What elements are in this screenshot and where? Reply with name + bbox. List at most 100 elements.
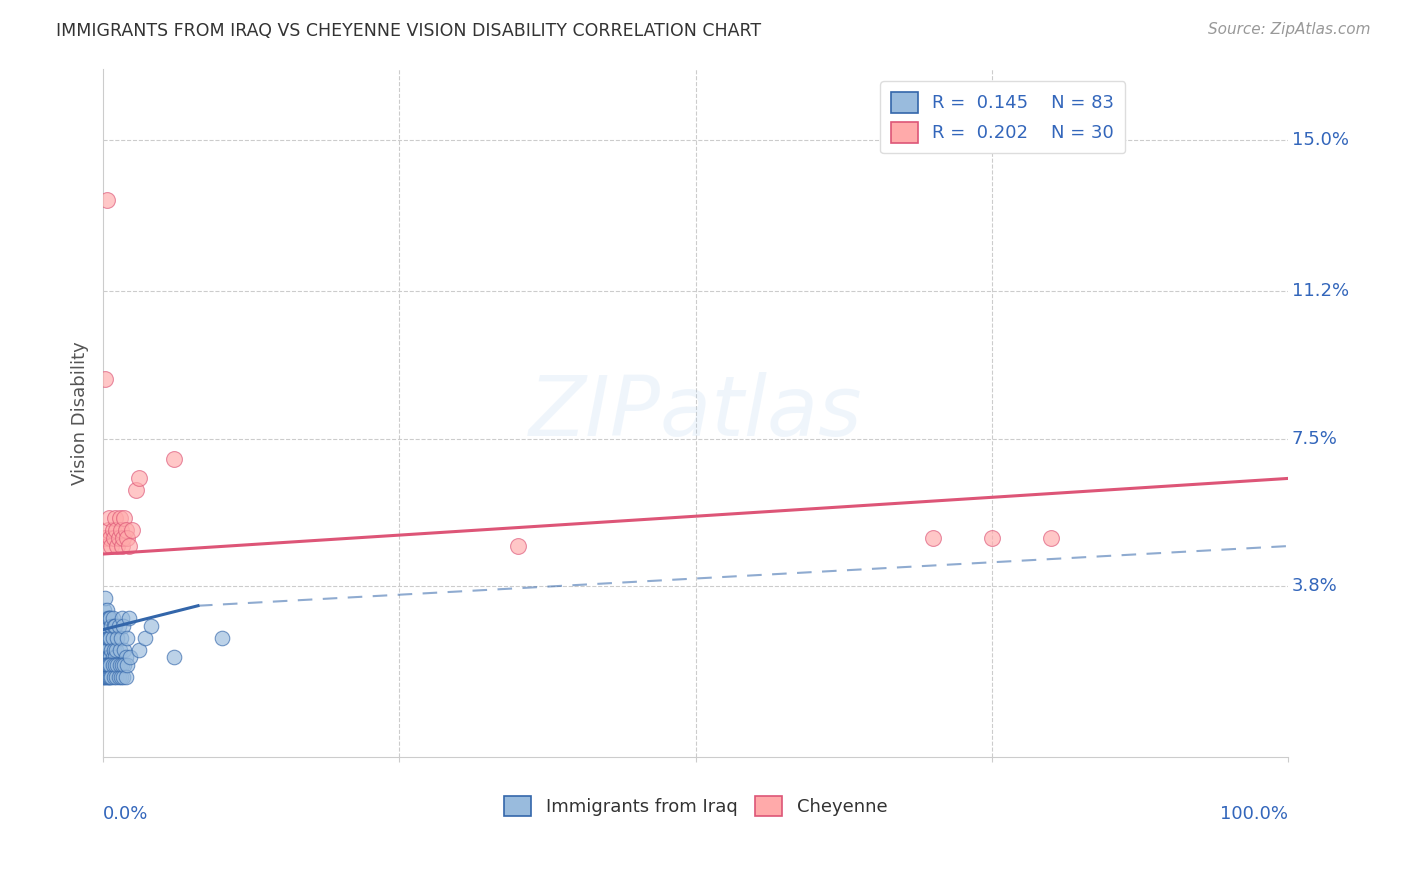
Point [112, 670, 135, 684]
Point [94, 531, 117, 545]
Point [93, 642, 115, 657]
Point [98, 631, 121, 645]
Point [93, 610, 115, 624]
Point [114, 650, 136, 665]
Point [100, 539, 122, 553]
Point [112, 618, 135, 632]
Point [103, 670, 125, 684]
Point [96, 642, 118, 657]
Point [105, 523, 128, 537]
Point [98, 631, 121, 645]
Point [98, 511, 121, 525]
Point [100, 670, 122, 684]
Point [105, 631, 128, 645]
Point [91, 670, 114, 684]
Point [101, 658, 124, 673]
Point [94, 650, 117, 665]
Point [97, 523, 120, 537]
Point [97, 610, 120, 624]
Legend: Immigrants from Iraq, Cheyenne: Immigrants from Iraq, Cheyenne [496, 789, 894, 823]
Point [107, 670, 129, 684]
Point [110, 670, 132, 684]
Point [105, 642, 128, 657]
Point [98, 670, 121, 684]
Point [94, 631, 117, 645]
Point [94, 658, 117, 673]
Point [103, 642, 125, 657]
Point [101, 523, 124, 537]
Text: ZIPatlas: ZIPatlas [529, 372, 863, 453]
Point [96, 193, 118, 207]
Text: 3.8%: 3.8% [1292, 577, 1337, 595]
Point [121, 523, 143, 537]
Point [104, 650, 127, 665]
Point [93, 631, 115, 645]
Point [108, 642, 131, 657]
Point [114, 511, 136, 525]
Point [98, 670, 121, 684]
Point [118, 539, 141, 553]
Point [97, 658, 120, 673]
Point [94, 591, 117, 605]
Point [96, 539, 118, 553]
Point [94, 618, 117, 632]
Point [100, 618, 122, 632]
Point [1040, 531, 1063, 545]
Point [128, 471, 150, 485]
Point [98, 658, 121, 673]
Point [163, 451, 186, 466]
Point [139, 618, 162, 632]
Point [98, 610, 121, 624]
Text: 15.0%: 15.0% [1292, 131, 1348, 149]
Point [96, 658, 118, 673]
Text: 0.0%: 0.0% [103, 805, 149, 823]
Point [96, 670, 118, 684]
Point [93, 658, 115, 673]
Text: Source: ZipAtlas.com: Source: ZipAtlas.com [1208, 22, 1371, 37]
Point [125, 483, 148, 498]
Point [97, 670, 120, 684]
Point [104, 658, 127, 673]
Point [98, 650, 121, 665]
Point [96, 650, 118, 665]
Point [114, 523, 136, 537]
Point [981, 531, 1004, 545]
Point [100, 658, 122, 673]
Point [104, 618, 127, 632]
Point [93, 650, 115, 665]
Point [506, 539, 529, 553]
Point [100, 642, 122, 657]
Point [112, 531, 135, 545]
Point [91, 650, 114, 665]
Point [93, 603, 115, 617]
Point [104, 511, 127, 525]
Point [114, 642, 136, 657]
Point [98, 531, 121, 545]
Text: 7.5%: 7.5% [1292, 430, 1339, 448]
Point [105, 539, 128, 553]
Point [110, 523, 132, 537]
Point [111, 539, 134, 553]
Point [94, 670, 117, 684]
Point [921, 531, 943, 545]
Point [103, 618, 125, 632]
Point [105, 658, 128, 673]
Point [96, 618, 118, 632]
Point [96, 603, 118, 617]
Point [94, 658, 117, 673]
Point [114, 670, 136, 684]
Point [97, 631, 120, 645]
Point [101, 631, 124, 645]
Point [110, 631, 132, 645]
Point [98, 610, 121, 624]
Point [115, 631, 138, 645]
Point [115, 531, 138, 545]
Text: 11.2%: 11.2% [1292, 283, 1350, 301]
Point [134, 631, 156, 645]
Point [107, 531, 129, 545]
Point [93, 670, 115, 684]
Point [163, 650, 186, 665]
Text: IMMIGRANTS FROM IRAQ VS CHEYENNE VISION DISABILITY CORRELATION CHART: IMMIGRANTS FROM IRAQ VS CHEYENNE VISION … [56, 22, 762, 40]
Point [98, 658, 121, 673]
Point [97, 658, 120, 673]
